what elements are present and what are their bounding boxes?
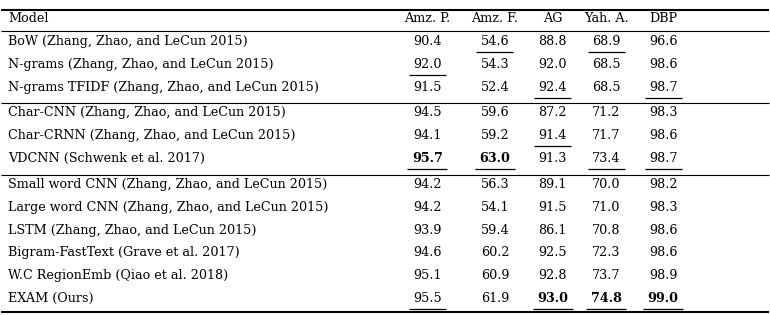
Text: 94.6: 94.6 — [413, 246, 441, 260]
Text: 91.5: 91.5 — [413, 81, 441, 94]
Text: 59.6: 59.6 — [480, 106, 509, 119]
Text: 60.2: 60.2 — [480, 246, 509, 260]
Text: Char-CNN (Zhang, Zhao, and LeCun 2015): Char-CNN (Zhang, Zhao, and LeCun 2015) — [8, 106, 286, 119]
Text: Small word CNN (Zhang, Zhao, and LeCun 2015): Small word CNN (Zhang, Zhao, and LeCun 2… — [8, 178, 328, 191]
Text: 54.6: 54.6 — [480, 35, 509, 48]
Text: 92.5: 92.5 — [538, 246, 567, 260]
Text: DBP: DBP — [649, 12, 678, 25]
Text: 92.4: 92.4 — [538, 81, 567, 94]
Text: 56.3: 56.3 — [480, 178, 509, 191]
Text: 93.0: 93.0 — [537, 292, 568, 305]
Text: 98.9: 98.9 — [649, 269, 678, 282]
Text: W.C RegionEmb (Qiao et al. 2018): W.C RegionEmb (Qiao et al. 2018) — [8, 269, 229, 282]
Text: 98.7: 98.7 — [649, 81, 678, 94]
Text: 87.2: 87.2 — [538, 106, 567, 119]
Text: 91.4: 91.4 — [538, 129, 567, 142]
Text: 86.1: 86.1 — [538, 224, 567, 237]
Text: 54.3: 54.3 — [480, 58, 509, 71]
Text: 70.0: 70.0 — [592, 178, 621, 191]
Text: N-grams (Zhang, Zhao, and LeCun 2015): N-grams (Zhang, Zhao, and LeCun 2015) — [8, 58, 274, 71]
Text: EXAM (Ours): EXAM (Ours) — [8, 292, 94, 305]
Text: 68.5: 68.5 — [592, 81, 621, 94]
Text: 72.3: 72.3 — [592, 246, 621, 260]
Text: 70.8: 70.8 — [592, 224, 621, 237]
Text: 61.9: 61.9 — [480, 292, 509, 305]
Text: 98.7: 98.7 — [649, 152, 678, 165]
Text: 98.3: 98.3 — [649, 201, 678, 214]
Text: 93.9: 93.9 — [413, 224, 441, 237]
Text: 54.1: 54.1 — [480, 201, 509, 214]
Text: 98.6: 98.6 — [649, 58, 678, 71]
Text: 89.1: 89.1 — [538, 178, 567, 191]
Text: 94.2: 94.2 — [413, 178, 441, 191]
Text: VDCNN (Schwenk et al. 2017): VDCNN (Schwenk et al. 2017) — [8, 152, 206, 165]
Text: BoW (Zhang, Zhao, and LeCun 2015): BoW (Zhang, Zhao, and LeCun 2015) — [8, 35, 248, 48]
Text: 94.1: 94.1 — [413, 129, 441, 142]
Text: 59.4: 59.4 — [480, 224, 509, 237]
Text: N-grams TFIDF (Zhang, Zhao, and LeCun 2015): N-grams TFIDF (Zhang, Zhao, and LeCun 20… — [8, 81, 320, 94]
Text: 74.8: 74.8 — [591, 292, 622, 305]
Text: 95.5: 95.5 — [413, 292, 442, 305]
Text: 95.1: 95.1 — [413, 269, 441, 282]
Text: Amz. P.: Amz. P. — [404, 12, 450, 25]
Text: 63.0: 63.0 — [480, 152, 511, 165]
Text: 71.7: 71.7 — [592, 129, 621, 142]
Text: Char-CRNN (Zhang, Zhao, and LeCun 2015): Char-CRNN (Zhang, Zhao, and LeCun 2015) — [8, 129, 296, 142]
Text: LSTM (Zhang, Zhao, and LeCun 2015): LSTM (Zhang, Zhao, and LeCun 2015) — [8, 224, 257, 237]
Text: 96.6: 96.6 — [649, 35, 678, 48]
Text: 99.0: 99.0 — [648, 292, 678, 305]
Text: Yah. A.: Yah. A. — [584, 12, 629, 25]
Text: 59.2: 59.2 — [480, 129, 509, 142]
Text: Large word CNN (Zhang, Zhao, and LeCun 2015): Large word CNN (Zhang, Zhao, and LeCun 2… — [8, 201, 329, 214]
Text: Bigram-FastText (Grave et al. 2017): Bigram-FastText (Grave et al. 2017) — [8, 246, 240, 260]
Text: 92.8: 92.8 — [538, 269, 567, 282]
Text: 94.2: 94.2 — [413, 201, 441, 214]
Text: 91.3: 91.3 — [538, 152, 567, 165]
Text: 98.2: 98.2 — [649, 178, 678, 191]
Text: 71.2: 71.2 — [592, 106, 621, 119]
Text: 73.4: 73.4 — [592, 152, 621, 165]
Text: 60.9: 60.9 — [480, 269, 509, 282]
Text: AG: AG — [543, 12, 562, 25]
Text: Model: Model — [8, 12, 49, 25]
Text: 88.8: 88.8 — [538, 35, 567, 48]
Text: 73.7: 73.7 — [592, 269, 621, 282]
Text: 91.5: 91.5 — [538, 201, 567, 214]
Text: 71.0: 71.0 — [592, 201, 621, 214]
Text: 92.0: 92.0 — [538, 58, 567, 71]
Text: 98.6: 98.6 — [649, 129, 678, 142]
Text: 98.6: 98.6 — [649, 246, 678, 260]
Text: 92.0: 92.0 — [413, 58, 441, 71]
Text: 68.5: 68.5 — [592, 58, 621, 71]
Text: 90.4: 90.4 — [413, 35, 441, 48]
Text: 98.6: 98.6 — [649, 224, 678, 237]
Text: 95.7: 95.7 — [412, 152, 443, 165]
Text: 98.3: 98.3 — [649, 106, 678, 119]
Text: 68.9: 68.9 — [592, 35, 621, 48]
Text: Amz. F.: Amz. F. — [471, 12, 518, 25]
Text: 94.5: 94.5 — [413, 106, 441, 119]
Text: 52.4: 52.4 — [480, 81, 509, 94]
